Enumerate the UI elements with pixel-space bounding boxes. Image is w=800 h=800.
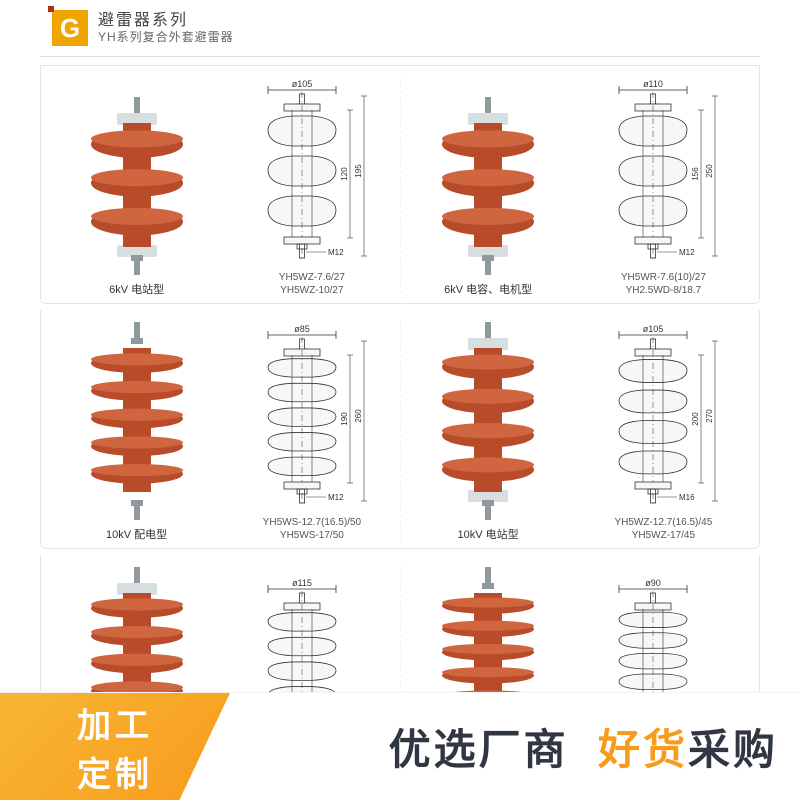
arrester-diagram: ø85 M12 190 260 (242, 321, 382, 511)
product-diagram-cell: ø105 M16 200 270 YH5WZ-12.7(16.5)/45YH5WZ-17… (576, 320, 751, 542)
arrester-photo (77, 95, 197, 275)
arrester-diagram: ø105 M12 120 195 (242, 76, 382, 266)
model-codes: YH5WR-7.6(10)/27YH2.5WD-8/18.7 (621, 272, 706, 297)
slogan-post: 采购 (688, 726, 778, 773)
svg-text:270: 270 (705, 409, 714, 423)
promo-badge: 加工 定制 (0, 693, 230, 800)
svg-text:ø115: ø115 (292, 578, 312, 588)
model-codes: YH5WZ-12.7(16.5)/45YH5WZ-17/45 (614, 517, 712, 542)
model-type-label: 6kV 电站型 (109, 281, 164, 297)
model-codes: YH5WZ-7.6/27YH5WZ-10/27 (279, 272, 345, 297)
page-header: G 避雷器系列 YH系列复合外套避雷器 (40, 6, 760, 57)
model-type-label: 10kV 电站型 (458, 526, 519, 542)
svg-text:M12: M12 (328, 493, 344, 502)
product-photo-cell: 10kV 配电型 (49, 320, 224, 542)
svg-text:M12: M12 (679, 248, 695, 257)
arrester-diagram: ø105 M16 200 270 (593, 321, 733, 511)
svg-text:M16: M16 (679, 493, 695, 502)
svg-text:195: 195 (354, 164, 363, 178)
model-code: YH5WZ-10/27 (279, 285, 345, 298)
svg-text:ø85: ø85 (294, 324, 310, 334)
product-diagram-cell: ø85 M12 190 260 YH5WS-12.7(16.5)/50YH5WS-17/… (224, 320, 399, 542)
model-code: YH5WR-7.6(10)/27 (621, 272, 706, 285)
model-code: YH5WZ-17/45 (614, 530, 712, 543)
product-row: 6kV 电站型 ø105 M12 120 195 YH5WZ-7.6/27YH5WZ-10… (40, 65, 760, 304)
product-photo-cell: 10kV 电站型 (401, 320, 576, 542)
slogan-pre: 优选厂商 (389, 726, 569, 773)
svg-text:200: 200 (691, 412, 700, 426)
brand-logo: G (52, 10, 88, 46)
arrester-photo (428, 320, 548, 520)
catalog-page: G 避雷器系列 YH系列复合外套避雷器 6kV 电站型 ø105 M12 120 195… (40, 0, 760, 771)
product-diagram-cell: ø105 M12 120 195 YH5WZ-7.6/27YH5WZ-10/27 (224, 76, 399, 297)
svg-text:120: 120 (340, 167, 349, 181)
model-codes: YH5WS-12.7(16.5)/50YH5WS-17/50 (263, 517, 361, 542)
svg-text:M12: M12 (328, 248, 344, 257)
badge-line-2: 定制 (77, 747, 153, 796)
promo-right: 优选厂商 好货采购 (230, 716, 800, 777)
svg-text:190: 190 (340, 412, 349, 426)
svg-text:ø110: ø110 (643, 79, 663, 89)
slogan-text: 优选厂商 好货采购 (389, 716, 778, 777)
arrester-photo (77, 320, 197, 520)
svg-text:156: 156 (691, 167, 700, 181)
model-code: YH5WZ-12.7(16.5)/45 (614, 517, 712, 530)
product-label-block: 10kV 配电型 (106, 526, 167, 542)
svg-text:ø105: ø105 (643, 324, 664, 334)
model-code: YH5WZ-7.6/27 (279, 272, 345, 285)
svg-text:250: 250 (705, 164, 714, 178)
product-photo-cell: 6kV 电容、电机型 (401, 76, 576, 297)
model-code: YH5WS-17/50 (263, 530, 361, 543)
product-label-block: 10kV 电站型 (458, 526, 519, 542)
header-text: 避雷器系列 YH系列复合外套避雷器 (98, 11, 234, 45)
product-diagram-cell: ø110 M12 156 250 YH5WR-7.6(10)/27YH2.5WD-8/1… (576, 76, 751, 297)
page-subtitle: YH系列复合外套避雷器 (98, 30, 234, 44)
model-code: YH5WS-12.7(16.5)/50 (263, 517, 361, 530)
slogan-accent: 好货 (598, 726, 688, 773)
arrester-diagram: ø110 M12 156 250 (593, 76, 733, 266)
svg-text:ø105: ø105 (292, 79, 313, 89)
promo-banner: 加工 定制 优选厂商 好货采购 (0, 692, 800, 800)
product-label-block: 6kV 电站型 (109, 281, 164, 297)
page-title: 避雷器系列 (98, 11, 234, 30)
model-code: YH2.5WD-8/18.7 (621, 285, 706, 298)
product-label-block: 6kV 电容、电机型 (444, 281, 532, 297)
product-row: 10kV 配电型ø85M12190260YH5WS-12.7(16.5)/50Y… (40, 310, 760, 549)
svg-text:ø90: ø90 (646, 578, 662, 588)
product-photo-cell: 6kV 电站型 (49, 76, 224, 297)
badge-line-1: 加工 (77, 698, 153, 747)
svg-text:260: 260 (354, 409, 363, 423)
model-type-label: 10kV 配电型 (106, 526, 167, 542)
model-type-label: 6kV 电容、电机型 (444, 281, 532, 297)
arrester-photo (428, 95, 548, 275)
